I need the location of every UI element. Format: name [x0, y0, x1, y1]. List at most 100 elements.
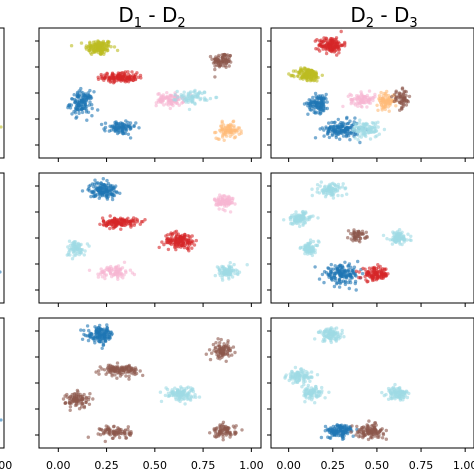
scatter-point — [86, 91, 90, 95]
scatter-point — [338, 137, 342, 141]
scatter-point — [330, 133, 334, 138]
scatter-point — [190, 246, 194, 250]
scatter-point — [373, 434, 377, 438]
scatter-point — [359, 135, 363, 139]
scatter-point — [317, 240, 321, 244]
scatter-point — [303, 210, 308, 214]
scatter-point — [80, 396, 85, 401]
cluster-lightblue — [283, 365, 320, 387]
scatter-point — [164, 240, 168, 245]
scatter-point — [223, 345, 227, 349]
scatter-point — [319, 96, 323, 100]
scatter-point — [178, 239, 182, 243]
scatter-point — [336, 182, 341, 187]
scatter-point — [119, 366, 124, 371]
scatter-point — [86, 338, 91, 343]
scatter-point — [335, 53, 339, 57]
scatter-point — [299, 217, 303, 221]
cluster-pink — [212, 193, 237, 214]
scatter-point — [123, 131, 128, 136]
scatter-point — [192, 243, 197, 247]
scatter-point — [313, 337, 317, 341]
points-layer — [66, 39, 243, 142]
scatter-point — [213, 75, 217, 79]
scatter-point — [402, 92, 406, 97]
scatter-point — [88, 88, 92, 93]
scatter-point — [74, 402, 79, 406]
scatter-point — [87, 328, 91, 333]
scatter-point — [329, 188, 334, 192]
scatter-panel-r1-c1 — [35, 172, 262, 307]
scatter-point — [379, 103, 383, 107]
scatter-point — [296, 70, 300, 75]
scatter-point — [63, 394, 67, 398]
scatter-point — [402, 97, 406, 101]
scatter-point — [126, 132, 131, 136]
scatter-point — [113, 373, 117, 377]
scatter-point — [226, 123, 230, 128]
x-tick-label: 0.50 — [143, 459, 168, 472]
scatter-point — [183, 402, 187, 406]
cropped-point — [0, 125, 3, 129]
cluster-pink — [154, 91, 193, 111]
scatter-point — [399, 394, 403, 398]
scatter-point — [213, 273, 217, 278]
scatter-point — [77, 93, 82, 97]
scatter-panel-r0-c2 — [267, 27, 474, 162]
scatter-point — [232, 124, 236, 128]
scatter-point — [223, 126, 227, 130]
scatter-point — [313, 401, 317, 405]
scatter-point — [218, 60, 223, 65]
scatter-point — [294, 221, 298, 225]
scatter-point — [313, 136, 318, 140]
scatter-point — [398, 389, 402, 393]
scatter-panel-r2-c1 — [35, 317, 262, 452]
scatter-point — [120, 121, 125, 126]
scatter-point — [77, 252, 82, 257]
scatter-point — [353, 234, 357, 238]
scatter-point — [214, 130, 218, 135]
scatter-point — [215, 434, 219, 439]
scatter-point — [332, 284, 337, 289]
scatter-point — [372, 129, 377, 133]
scatter-point — [233, 350, 237, 355]
scatter-point — [112, 73, 117, 77]
scatter-point — [225, 427, 229, 431]
scatter-point — [399, 99, 403, 103]
x-tick-label: 0.50 — [365, 459, 390, 472]
scatter-point — [221, 435, 225, 439]
scatter-point — [102, 45, 106, 50]
cluster-lightblue — [282, 209, 320, 229]
scatter-point — [334, 326, 339, 330]
scatter-point — [112, 366, 116, 370]
scatter-point — [105, 72, 109, 76]
scatter-point — [91, 185, 96, 189]
scatter-point — [135, 220, 139, 224]
scatter-point — [126, 124, 131, 129]
scatter-point — [162, 242, 166, 247]
scatter-point — [309, 78, 313, 82]
scatter-point — [114, 224, 119, 228]
scatter-point — [383, 105, 388, 109]
scatter-point — [108, 370, 113, 375]
scatter-point — [291, 222, 295, 226]
scatter-point — [165, 91, 169, 95]
scatter-point — [73, 100, 77, 104]
scatter-point — [182, 90, 186, 94]
scatter-point — [390, 242, 395, 246]
panel-frame — [38, 172, 262, 304]
scatter-point — [224, 134, 229, 138]
scatter-point — [84, 395, 88, 400]
scatter-point — [318, 184, 322, 188]
scatter-point — [121, 76, 125, 81]
scatter-point — [336, 117, 340, 122]
scatter-point — [331, 329, 335, 334]
scatter-point — [179, 93, 183, 97]
scatter-point — [79, 86, 83, 91]
scatter-point — [100, 216, 105, 220]
scatter-point — [234, 268, 238, 272]
scatter-point — [384, 437, 388, 441]
scatter-point — [364, 428, 368, 432]
scatter-point — [366, 437, 371, 442]
scatter-point — [191, 389, 196, 394]
